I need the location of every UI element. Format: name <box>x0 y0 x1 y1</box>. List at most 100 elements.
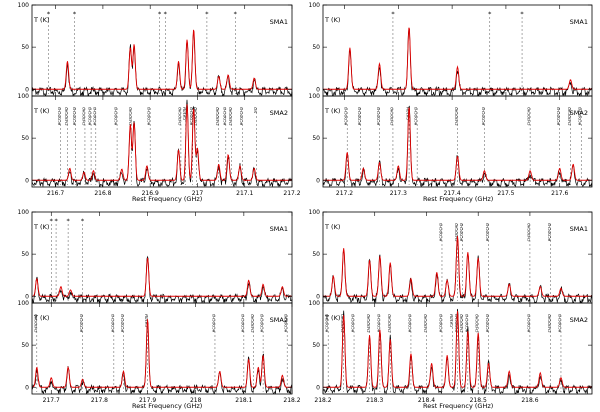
molecule-label: HCOOCH3 <box>465 314 469 332</box>
x-tick-label: 217.2 <box>283 190 300 197</box>
star-marker: * <box>205 10 209 18</box>
y-tick-label: 50 <box>312 342 320 349</box>
y-axis-label: T (K) <box>33 314 49 322</box>
molecule-label: HCOOCH3 <box>241 314 245 332</box>
molecule-label: CH3OCHO <box>423 314 427 333</box>
molecule-label: HCOOCH3 <box>80 314 84 332</box>
model-spectrum <box>32 257 292 297</box>
molecule-label: CH3OH <box>406 107 410 120</box>
x-axis-label: Rest Frequency (GHz) <box>423 195 493 203</box>
molecule-label: CH3OCHO <box>228 107 232 126</box>
panel-frame <box>31 95 293 188</box>
molecule-label: HCOOCH3 <box>358 107 362 125</box>
molecule-label: CH3OH <box>145 314 149 327</box>
x-tick-label: 218.3 <box>366 397 383 404</box>
x-tick-label: 218.2 <box>283 397 300 404</box>
y-tick-label: 50 <box>21 135 29 142</box>
model-spectrum <box>323 236 592 297</box>
molecule-label: CH3OH <box>183 107 187 120</box>
x-axis-label: Rest Frequency (GHz) <box>423 402 493 410</box>
y-axis-label: T (K) <box>324 223 340 231</box>
model-spectrum <box>32 104 292 181</box>
molecule-label: HCOOCH3 <box>408 314 412 332</box>
molecule-label: HCOOCH3 <box>414 107 418 125</box>
molecule-label: HCOOCH3 <box>120 314 124 332</box>
panel-label: SMA1 <box>570 225 588 233</box>
molecule-label: CH3OH <box>449 314 453 327</box>
molecule-label: HCOOCH3 <box>190 107 194 125</box>
y-tick-label: 50 <box>312 135 320 142</box>
model-spectrum <box>323 311 592 388</box>
panel-sma2: HCOOCH3 CH3OCHO HCOOCH3 CH3OCHO HCOOCH3 CH3OC… <box>309 300 593 404</box>
panel-sma2: HCOOCH3 HCOOCH3 HCOOCH3 CH3OCHO CH3OH HCOOCH3… <box>309 93 593 197</box>
molecule-label: CH3OCHO <box>567 107 571 126</box>
molecule-label: CH3OCHO <box>250 314 254 333</box>
x-tick-label: 216.9 <box>142 190 159 197</box>
x-tick-label: 218.6 <box>521 397 538 404</box>
molecule-label: HCOOCH3 <box>376 107 380 125</box>
molecule-label: SiO <box>254 107 258 113</box>
star-marker: * <box>158 10 162 18</box>
molecule-label: CH3OCHO <box>64 107 68 126</box>
y-tick-label: 0 <box>316 384 320 391</box>
star-marker: * <box>234 10 238 18</box>
y-tick-label: 0 <box>25 86 29 93</box>
y-axis-label: T (K) <box>324 107 340 115</box>
y-tick-label: 50 <box>21 44 29 51</box>
panel-frame <box>322 95 593 188</box>
observed-spectrum <box>323 28 592 96</box>
model-spectrum <box>32 319 292 388</box>
star-marker: * <box>488 10 492 18</box>
x-tick-label: 217.6 <box>551 190 568 197</box>
molecule-label: CH3OCHO <box>194 107 198 126</box>
molecule-label: CH3OCHO <box>216 107 220 126</box>
panel-label: SMA2 <box>570 316 588 324</box>
x-tick-label: 216.7 <box>47 190 64 197</box>
x-tick-label: 218 <box>190 397 202 404</box>
observed-spectrum <box>32 320 292 394</box>
y-tick-label: 0 <box>316 177 320 184</box>
y-tick-label: 100 <box>309 300 321 307</box>
y-tick-label: 0 <box>316 86 320 93</box>
molecule-label: HCOOCH3 <box>111 314 115 332</box>
x-tick-label: 218.5 <box>470 397 487 404</box>
molecule-label: HCOOCH3 <box>351 314 355 332</box>
molecule-label: HCOOCH3 <box>558 314 562 332</box>
x-tick-label: 217.1 <box>236 190 253 197</box>
molecule-label: HCOOCH3 <box>93 107 97 125</box>
molecule-label: CH3OCHO <box>34 314 38 333</box>
molecule-label: HCOOCH3 <box>460 223 464 241</box>
molecule-label: HCOOCH3 <box>548 223 552 241</box>
molecule-label: HCOOCH3 <box>527 314 531 332</box>
molecule-label: CH3OCHO <box>475 314 479 333</box>
y-tick-label: 50 <box>21 342 29 349</box>
molecule-label: HCOOCH3 <box>325 314 329 332</box>
x-tick-label: 216.8 <box>94 190 111 197</box>
x-tick-label: 218.2 <box>314 397 331 404</box>
y-axis-label: T (K) <box>33 107 49 115</box>
y-tick-label: 0 <box>316 293 320 300</box>
molecule-label: HCOOCH3 <box>88 107 92 125</box>
molecule-label: CH3OCHO <box>527 107 531 126</box>
y-tick-label: 50 <box>312 251 320 258</box>
panel-label: SMA2 <box>570 109 588 117</box>
x-tick-label: 217.5 <box>497 190 514 197</box>
panel-label: SMA1 <box>270 18 288 26</box>
molecule-label: HCOOCH3 <box>114 107 118 125</box>
x-tick-label: 218.1 <box>235 397 252 404</box>
molecule-label: HCOOCH3 <box>344 107 348 125</box>
model-spectrum <box>32 29 292 90</box>
molecule-label: HCOOCH3 <box>557 107 561 125</box>
star-marker: * <box>50 217 54 225</box>
observed-spectrum <box>32 99 292 187</box>
panel-frame <box>31 211 293 304</box>
panel-sma2: CH3OCHO HCOOCH3 HCOOCH3 HCOOCH3 CH3OH HCOOCH3… <box>18 300 301 404</box>
molecule-label: HCOOCH3 <box>377 314 381 332</box>
molecule-label: CH3OCHO <box>367 314 371 333</box>
molecule-label: CH3OCHO <box>128 107 132 126</box>
star-marker: * <box>73 10 77 18</box>
y-tick-label: 100 <box>18 93 30 100</box>
panel-frame <box>322 302 593 395</box>
